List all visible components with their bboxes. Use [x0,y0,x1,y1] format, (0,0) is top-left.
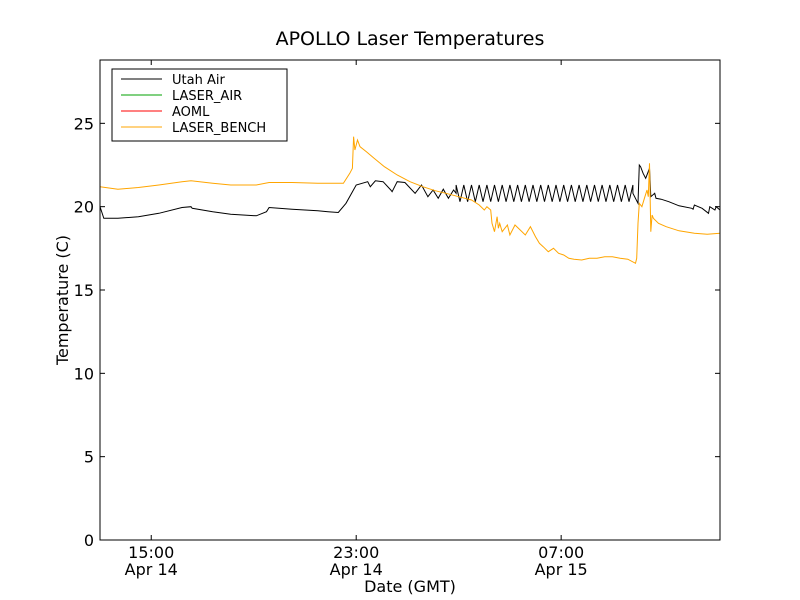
x-tick-time-label: 15:00 [128,543,174,562]
chart-title: APOLLO Laser Temperatures [276,28,545,50]
y-tick-label: 10 [74,364,94,383]
plot-frame [99,59,721,541]
legend-box [111,68,288,142]
series-line-utah-air [100,163,720,219]
y-axis-label: Temperature (C) [53,235,72,366]
x-axis-label: Date (GMT) [364,577,456,596]
x-tick-date-label: Apr 14 [330,560,383,579]
x-tick-date-label: Apr 14 [125,560,178,579]
legend-entry-label: Utah Air [172,73,225,88]
y-tick-label: 20 [74,198,94,217]
y-tick-label: 15 [74,281,94,300]
x-tick-time-label: 23:00 [333,543,379,562]
legend-entry-label: AOML [172,105,210,120]
y-tick-label: 25 [74,114,94,133]
series-lines [100,136,720,265]
x-tick-time-label: 07:00 [538,543,584,562]
series-line-laser-bench [100,136,720,265]
y-tick-label: 0 [84,531,94,550]
legend-entry-label: LASER_AIR [172,89,242,104]
y-axis-ticks: 0 5 10 15 20 25 [74,114,720,550]
legend-entry-label: LASER_BENCH [172,121,266,136]
x-tick-date-label: Apr 15 [535,560,588,579]
y-tick-label: 5 [84,448,94,467]
